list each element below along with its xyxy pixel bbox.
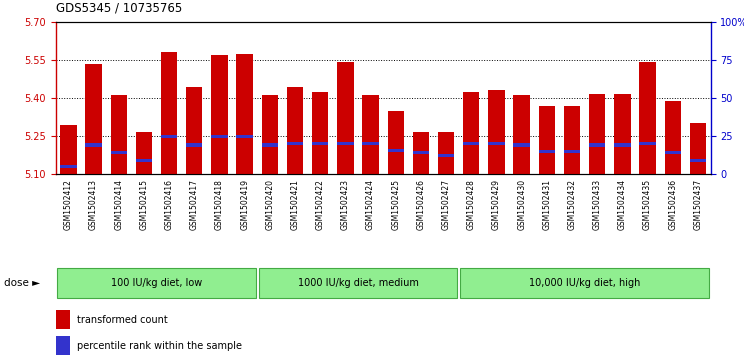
Text: GSM1502414: GSM1502414 <box>115 179 124 230</box>
Bar <box>262 143 278 147</box>
FancyBboxPatch shape <box>460 268 709 298</box>
Bar <box>513 95 530 174</box>
Bar <box>463 92 479 174</box>
Bar <box>262 95 278 174</box>
Bar <box>615 143 631 147</box>
Bar <box>690 123 706 174</box>
Bar <box>388 148 404 152</box>
Text: GSM1502413: GSM1502413 <box>89 179 98 230</box>
Bar <box>564 150 580 153</box>
Text: dose ►: dose ► <box>4 278 40 288</box>
Text: GSM1502430: GSM1502430 <box>517 179 526 230</box>
Bar <box>664 151 681 154</box>
Bar <box>413 151 429 154</box>
Bar <box>86 143 102 147</box>
Text: GSM1502412: GSM1502412 <box>64 179 73 230</box>
Text: GSM1502417: GSM1502417 <box>190 179 199 230</box>
Bar <box>488 142 504 145</box>
Text: GSM1502428: GSM1502428 <box>466 179 476 230</box>
Text: 1000 IU/kg diet, medium: 1000 IU/kg diet, medium <box>298 278 418 288</box>
Bar <box>161 52 177 174</box>
Bar <box>111 95 127 174</box>
Bar <box>211 135 228 138</box>
Bar <box>135 159 152 162</box>
Text: GSM1502421: GSM1502421 <box>290 179 300 230</box>
Bar <box>237 54 253 174</box>
Bar <box>337 142 353 145</box>
Bar <box>56 336 70 355</box>
Bar <box>186 143 202 147</box>
Bar <box>287 86 304 174</box>
Text: GSM1502422: GSM1502422 <box>315 179 324 230</box>
Text: 10,000 IU/kg diet, high: 10,000 IU/kg diet, high <box>529 278 641 288</box>
Text: GSM1502436: GSM1502436 <box>668 179 677 230</box>
Text: GDS5345 / 10735765: GDS5345 / 10735765 <box>56 1 182 15</box>
Bar <box>513 143 530 147</box>
Text: GSM1502416: GSM1502416 <box>164 179 173 230</box>
Bar <box>186 86 202 174</box>
Bar <box>60 165 77 168</box>
Text: GSM1502434: GSM1502434 <box>618 179 627 230</box>
Text: GSM1502435: GSM1502435 <box>643 179 652 230</box>
Bar <box>539 106 555 174</box>
Text: GSM1502437: GSM1502437 <box>693 179 702 230</box>
FancyBboxPatch shape <box>258 268 458 298</box>
Text: GSM1502424: GSM1502424 <box>366 179 375 230</box>
Bar <box>86 64 102 174</box>
Bar <box>639 142 655 145</box>
Bar <box>615 94 631 174</box>
Bar <box>362 95 379 174</box>
Bar <box>438 154 455 157</box>
Text: GSM1502433: GSM1502433 <box>593 179 602 230</box>
Bar <box>690 159 706 162</box>
Text: GSM1502427: GSM1502427 <box>442 179 451 230</box>
Bar <box>589 143 606 147</box>
Text: GSM1502419: GSM1502419 <box>240 179 249 230</box>
Bar <box>312 142 328 145</box>
Bar <box>438 132 455 174</box>
Text: GSM1502418: GSM1502418 <box>215 179 224 230</box>
Text: percentile rank within the sample: percentile rank within the sample <box>77 341 242 351</box>
Text: GSM1502420: GSM1502420 <box>266 179 275 230</box>
Bar <box>60 125 77 174</box>
Bar <box>211 55 228 174</box>
Bar <box>161 135 177 138</box>
Text: GSM1502423: GSM1502423 <box>341 179 350 230</box>
Bar <box>413 132 429 174</box>
Bar <box>111 151 127 154</box>
Bar <box>664 101 681 174</box>
Bar <box>388 111 404 174</box>
Bar <box>639 62 655 174</box>
Text: GSM1502415: GSM1502415 <box>139 179 149 230</box>
Bar <box>237 135 253 138</box>
Bar <box>463 142 479 145</box>
FancyBboxPatch shape <box>57 268 256 298</box>
Bar <box>488 90 504 174</box>
Bar <box>56 310 70 330</box>
Text: GSM1502432: GSM1502432 <box>568 179 577 230</box>
Bar <box>135 132 152 174</box>
Bar <box>312 92 328 174</box>
Bar <box>564 106 580 174</box>
Text: transformed count: transformed count <box>77 315 167 325</box>
Bar <box>362 142 379 145</box>
Text: GSM1502425: GSM1502425 <box>391 179 400 230</box>
Text: GSM1502431: GSM1502431 <box>542 179 551 230</box>
Text: GSM1502429: GSM1502429 <box>492 179 501 230</box>
Bar <box>337 62 353 174</box>
Bar <box>539 150 555 153</box>
Text: 100 IU/kg diet, low: 100 IU/kg diet, low <box>111 278 202 288</box>
Bar <box>589 94 606 174</box>
Bar <box>287 142 304 145</box>
Text: GSM1502426: GSM1502426 <box>417 179 426 230</box>
